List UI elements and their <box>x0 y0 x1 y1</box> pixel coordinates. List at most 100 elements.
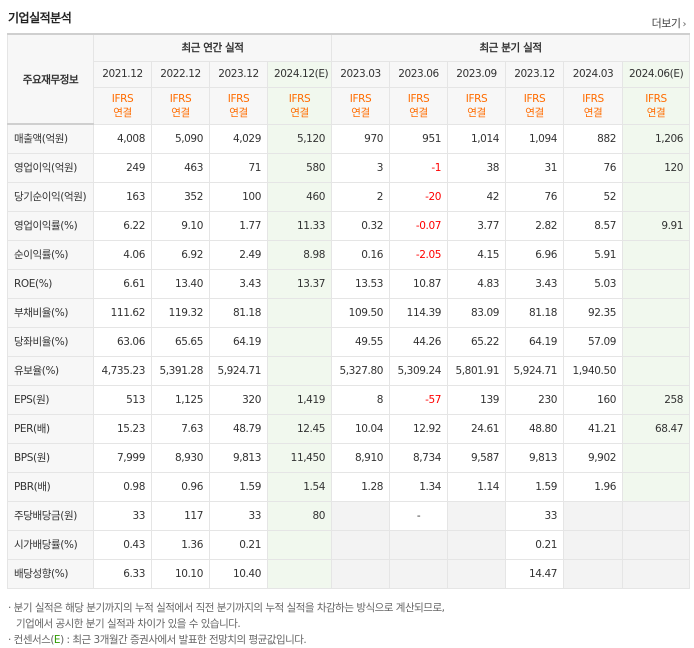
value-cell <box>622 326 691 357</box>
value-cell <box>622 297 691 328</box>
value-cell: 1.77 <box>209 210 268 241</box>
value-cell: 10.10 <box>151 558 210 589</box>
value-cell: 10.87 <box>389 268 449 299</box>
value-cell: 41.21 <box>563 413 624 444</box>
value-cell: 10.04 <box>331 413 391 444</box>
period-header: 2023.03 <box>331 60 391 88</box>
table-row: 영업이익률(%) 6.22 9.10 1.77 11.33 0.32 -0.07 3.77 2.… <box>7 210 691 241</box>
row-label: 배당성향(%) <box>7 558 94 589</box>
value-cell: 7,999 <box>93 442 152 473</box>
table-row: PBR(배) 0.98 0.96 1.59 1.54 1.28 1.34 1.14 1.59 1.… <box>7 471 691 502</box>
value-cell: 6.22 <box>93 210 152 241</box>
value-cell: 9,902 <box>563 442 624 473</box>
value-cell: 38 <box>447 152 507 183</box>
value-cell: 4,008 <box>93 123 152 154</box>
row-label: 영업이익률(%) <box>7 210 94 241</box>
value-cell: 92.35 <box>563 297 624 328</box>
value-cell: 0.16 <box>331 239 391 270</box>
row-label: 영업이익(억원) <box>7 152 94 183</box>
value-cell: -57 <box>389 384 449 415</box>
value-cell: 352 <box>151 181 210 212</box>
table-row: 유보율(%) 4,735.23 5,391.28 5,924.71 5,327.80 5,… <box>7 355 691 386</box>
period-header: 2024.06(E) <box>622 60 691 88</box>
value-cell <box>563 558 624 589</box>
value-cell: 1.59 <box>209 471 268 502</box>
value-cell: 76 <box>563 152 624 183</box>
value-cell: 139 <box>447 384 507 415</box>
value-cell <box>447 558 507 589</box>
row-label: BPS(원) <box>7 442 94 473</box>
value-cell: 13.37 <box>266 268 333 299</box>
basis-header: IFRS 연결 <box>389 86 449 125</box>
value-cell: 9.91 <box>622 210 691 241</box>
value-cell <box>563 500 624 531</box>
value-cell: 10.40 <box>209 558 268 589</box>
table-row: EPS(원) 513 1,125 320 1,419 8 -57 139 230 160 258 <box>7 384 691 415</box>
value-cell: 5,327.80 <box>331 355 391 386</box>
value-cell: 1.14 <box>447 471 507 502</box>
value-cell: -20 <box>389 181 449 212</box>
row-label: 당기순이익(억원) <box>7 181 94 212</box>
value-cell: 3 <box>331 152 391 183</box>
value-cell <box>331 500 391 531</box>
value-cell: 951 <box>389 123 449 154</box>
value-cell: 14.47 <box>505 558 565 589</box>
table-row: 주당배당금(원) 33 117 33 80-33 <box>7 500 691 531</box>
period-header: 2024.12(E) <box>266 60 333 88</box>
value-cell: 42 <box>447 181 507 212</box>
table-row: 부채비율(%) 111.62 119.32 81.18 109.50 114.39 83.0… <box>7 297 691 328</box>
footnote-1-cont: 기업에서 공시한 분기 실적과 차이가 있을 수 있습니다. <box>16 618 241 630</box>
period-header: 2023.09 <box>447 60 507 88</box>
value-cell <box>266 355 333 386</box>
value-cell: 5.03 <box>563 268 624 299</box>
value-cell <box>266 558 333 589</box>
period-header: 2023.12 <box>209 60 268 88</box>
value-cell: 9.10 <box>151 210 210 241</box>
value-cell: 3.77 <box>447 210 507 241</box>
value-cell: 249 <box>93 152 152 183</box>
row-label: 주당배당금(원) <box>7 500 94 531</box>
value-cell: 71 <box>209 152 268 183</box>
value-cell <box>622 471 691 502</box>
more-label: 더보기 <box>651 17 681 30</box>
value-cell: 8,930 <box>151 442 210 473</box>
row-label: PER(배) <box>7 413 94 444</box>
basis-header: IFRS 연결 <box>622 86 691 125</box>
table-row: 당기순이익(억원) 163 352 100 460 2 -20 42 76 52 <box>7 181 691 212</box>
row-label: ROE(%) <box>7 268 94 299</box>
value-cell: 2.49 <box>209 239 268 270</box>
value-cell: 970 <box>331 123 391 154</box>
value-cell: 1,014 <box>447 123 507 154</box>
value-cell: 4,735.23 <box>93 355 152 386</box>
basis-header: IFRS 연결 <box>151 86 210 125</box>
value-cell: 4,029 <box>209 123 268 154</box>
value-cell: 15.23 <box>93 413 152 444</box>
value-cell: 24.61 <box>447 413 507 444</box>
value-cell: 0.98 <box>93 471 152 502</box>
value-cell: 1.28 <box>331 471 391 502</box>
value-cell: 580 <box>266 152 333 183</box>
more-link[interactable]: 더보기 › <box>651 15 687 31</box>
value-cell: 5,120 <box>266 123 333 154</box>
value-cell: 114.39 <box>389 297 449 328</box>
value-cell: 1.54 <box>266 471 333 502</box>
row-header-label: 주요재무정보 <box>7 33 94 125</box>
value-cell: 1.96 <box>563 471 624 502</box>
value-cell: 33 <box>209 500 268 531</box>
value-cell <box>266 326 333 357</box>
value-cell: 513 <box>93 384 152 415</box>
table-row: 영업이익(억원) 249 463 71 580 3 -1 38 31 76 120 <box>7 152 691 183</box>
row-label: 당좌비율(%) <box>7 326 94 357</box>
table-row: 배당성향(%) 6.33 10.10 10.40 14.47 <box>7 558 691 589</box>
basis-header: IFRS 연결 <box>331 86 391 125</box>
table-row: ROE(%) 6.61 13.40 3.43 13.37 13.53 10.87 4.83 3.… <box>7 268 691 299</box>
quarterly-group-header: 최근 분기 실적 <box>331 33 691 62</box>
value-cell: 31 <box>505 152 565 183</box>
value-cell: 12.92 <box>389 413 449 444</box>
value-cell: 13.53 <box>331 268 391 299</box>
value-cell: 5,090 <box>151 123 210 154</box>
value-cell: 8,910 <box>331 442 391 473</box>
value-cell: 11,450 <box>266 442 333 473</box>
value-cell: 80 <box>266 500 333 531</box>
